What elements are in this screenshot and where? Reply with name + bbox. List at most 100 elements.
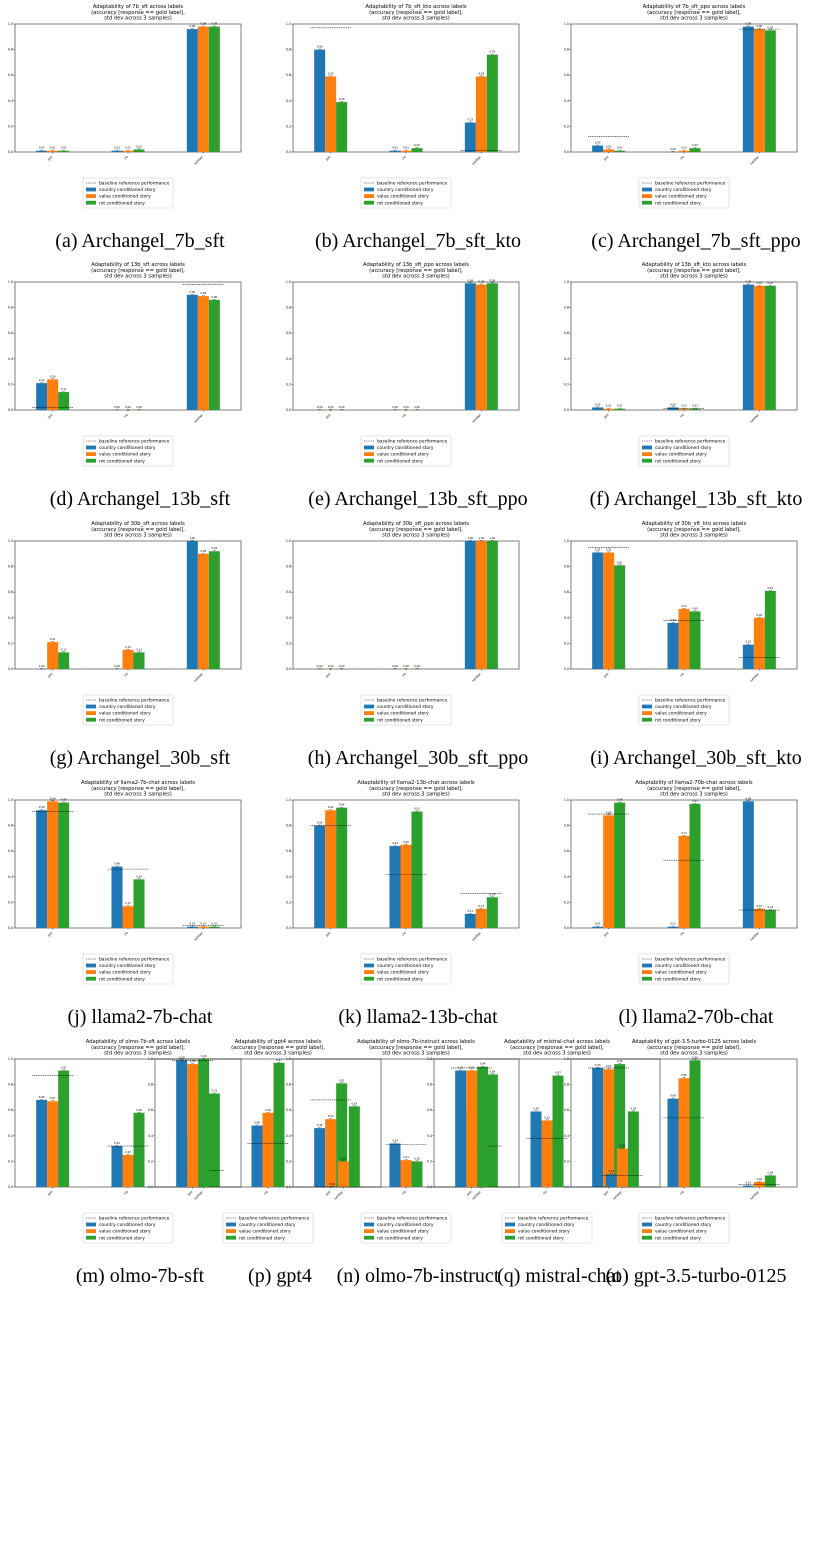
y-tick-label: 0.2 xyxy=(8,382,13,386)
x-tick-label: yes xyxy=(47,672,54,679)
legend-entry: baseline reference performance xyxy=(99,181,170,187)
chart-title: Adaptability of olmo-7b-sft across label… xyxy=(86,1039,191,1045)
legend-entry: rot conditioned story xyxy=(377,458,423,464)
bar-value-label: 0.32 xyxy=(114,1141,120,1145)
bar xyxy=(186,294,198,410)
bar-value-label: 0.59 xyxy=(630,1106,636,1110)
bar-value-label: 0.52 xyxy=(544,1115,550,1119)
bar xyxy=(475,76,487,152)
bar-value-label: 0.87 xyxy=(555,1071,561,1075)
bar-value-label: 0.45 xyxy=(692,606,698,610)
y-tick-label: 0.8 xyxy=(286,565,291,569)
bar-value-label: 0.36 xyxy=(670,618,676,622)
bar xyxy=(36,810,48,928)
chart-subtitle: std dev across 3 samples) xyxy=(104,533,172,539)
x-tick-label: neither xyxy=(193,671,204,682)
legend-entry: country conditioned story xyxy=(99,1222,156,1228)
bar-value-label: 0.61 xyxy=(767,586,773,590)
bar xyxy=(314,49,326,152)
x-tick-label: yes xyxy=(47,931,54,938)
bar-value-label: 0.00 xyxy=(136,405,142,409)
bar-value-label: 0.92 xyxy=(39,805,45,809)
y-tick-label: 0.4 xyxy=(8,875,13,879)
x-tick-label: neither xyxy=(471,154,482,165)
legend-swatch xyxy=(642,452,652,456)
bar xyxy=(678,408,690,410)
bar xyxy=(592,1067,604,1187)
bar-value-label: 0.88 xyxy=(489,1069,495,1073)
bar-value-label: 0.69 xyxy=(670,1094,676,1098)
y-tick-label: 0.0 xyxy=(8,150,13,154)
chart-svg: Adaptability of llama2-70b-chat across l… xyxy=(564,780,798,985)
bar-value-label: 0.99 xyxy=(179,1055,185,1059)
legend-swatch xyxy=(364,1235,374,1240)
legend-entry: value conditioned story xyxy=(377,452,429,458)
bar-value-label: 0.98 xyxy=(617,798,623,802)
legend-swatch xyxy=(642,963,652,968)
bar-value-label: 0.89 xyxy=(200,291,206,295)
subfigure-caption: (l) llama2-70b-chat xyxy=(618,1006,774,1028)
bar-value-label: 0.01 xyxy=(50,146,56,150)
legend-entry: baseline reference performance xyxy=(377,957,448,963)
chart-panel: Adaptability of 30b_sft_kto across label… xyxy=(561,517,831,775)
bar xyxy=(198,1059,210,1187)
bar xyxy=(47,642,59,669)
legend-entry: rot conditioned story xyxy=(518,1235,564,1241)
legend-box xyxy=(638,1212,730,1244)
chart-subtitle: std dev across 3 samples) xyxy=(660,792,728,798)
bar-value-label: 0.09 xyxy=(767,1170,773,1174)
chart-panel: Adaptability of 7b_sft_ppo across labels… xyxy=(561,0,831,258)
legend-swatch xyxy=(86,194,96,198)
bar xyxy=(603,149,615,152)
bar-value-label: 0.02 xyxy=(670,402,676,406)
legend-swatch xyxy=(86,187,96,192)
y-tick-label: 0.6 xyxy=(8,849,13,853)
legend-entry: rot conditioned story xyxy=(377,717,423,723)
chart-title: Adaptability of llama2-13b-chat across l… xyxy=(357,780,475,786)
legend-box xyxy=(638,953,730,985)
bar-value-label: 0.91 xyxy=(606,548,612,552)
legend-entry: value conditioned story xyxy=(655,1229,707,1235)
y-tick-label: 0.4 xyxy=(286,1134,291,1138)
y-tick-label: 1.0 xyxy=(564,798,569,802)
legend-swatch xyxy=(86,1222,96,1227)
bar xyxy=(742,801,754,928)
legend-box xyxy=(82,1212,174,1244)
y-tick-label: 0.4 xyxy=(8,1134,13,1138)
bar xyxy=(58,150,70,152)
bar xyxy=(336,807,348,928)
subfigure-caption: (n) olmo-7b-instruct xyxy=(336,1265,500,1287)
y-tick-label: 0.8 xyxy=(8,1083,13,1087)
y-tick-label: 0.4 xyxy=(286,99,291,103)
legend-swatch xyxy=(86,1235,96,1240)
chart-svg: Adaptability of llama2-13b-chat across l… xyxy=(286,780,520,985)
y-tick-label: 0.4 xyxy=(8,99,13,103)
y-tick-label: 0.6 xyxy=(564,849,569,853)
legend-entry: value conditioned story xyxy=(99,711,151,717)
chart-svg: Adaptability of 30b_sft_ppo across label… xyxy=(286,521,520,726)
legend-box xyxy=(82,435,174,467)
chart-title: Adaptability of olmo-7b-instruct across … xyxy=(357,1039,475,1045)
legend-entry: value conditioned story xyxy=(377,194,429,200)
legend-entry: country conditioned story xyxy=(655,963,712,969)
bar xyxy=(133,1112,145,1187)
bar-value-label: 0.19 xyxy=(745,640,751,644)
bar-value-label: 0.47 xyxy=(681,604,687,608)
bar xyxy=(603,552,615,669)
bar xyxy=(314,825,326,928)
y-tick-label: 1.0 xyxy=(8,798,13,802)
chart-subtitle: (accuracy [response == gold label], xyxy=(91,1045,185,1051)
legend-entry: baseline reference performance xyxy=(655,181,726,187)
y-tick-label: 0.8 xyxy=(286,824,291,828)
bar-value-label: 0.23 xyxy=(467,118,473,122)
y-tick-label: 0.2 xyxy=(427,1159,432,1163)
bar xyxy=(742,284,754,410)
bar-value-label: 0.00 xyxy=(317,664,323,668)
bar xyxy=(389,150,401,152)
chart-subtitle: (accuracy [response == gold label], xyxy=(91,527,185,533)
x-tick-label: yes xyxy=(47,1190,54,1197)
subfigure-caption: (o) gpt-3.5-turbo-0125 xyxy=(605,1265,787,1287)
bar xyxy=(36,383,48,410)
legend-box xyxy=(82,953,174,985)
legend-box xyxy=(360,953,452,985)
